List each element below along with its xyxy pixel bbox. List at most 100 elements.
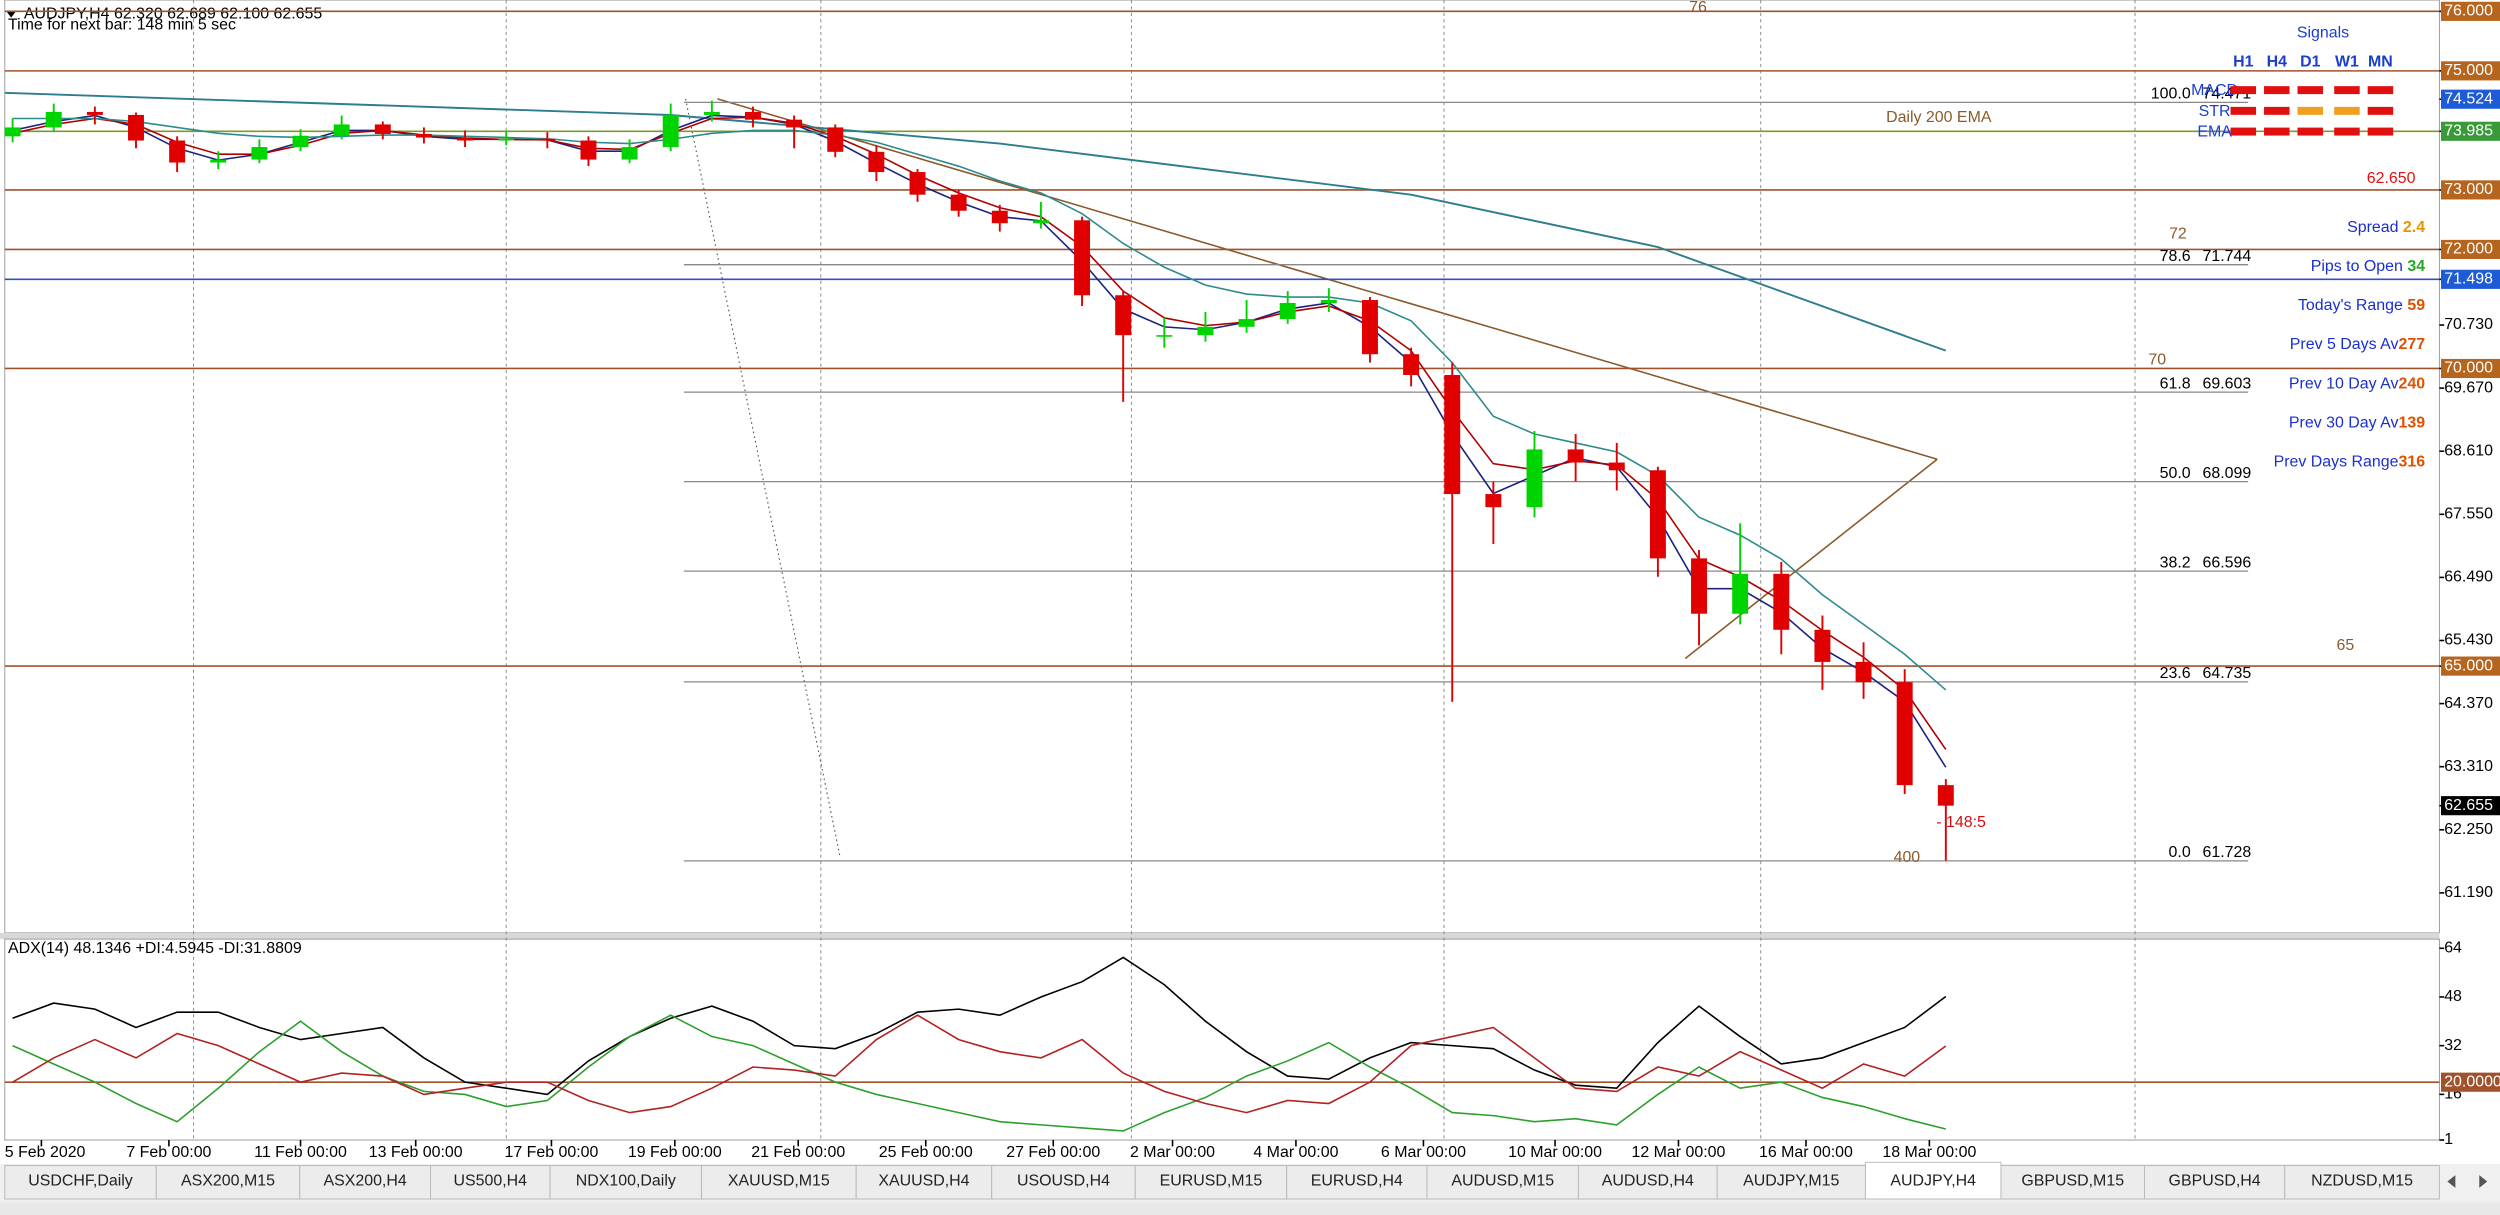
stat-label: Prev Days Range [2274, 454, 2399, 471]
y-tick-label: 48 [2444, 988, 2462, 1005]
tab-label[interactable]: EURUSD,M15 [1160, 1173, 1263, 1190]
tab-label[interactable]: XAUUSD,M15 [728, 1173, 830, 1190]
tab-label[interactable]: AUDUSD,H4 [1602, 1173, 1694, 1190]
tab-label[interactable]: ASX200,H4 [323, 1173, 406, 1190]
tab-label[interactable]: ASX200,M15 [181, 1173, 275, 1190]
fib-price: 66.596 [2203, 554, 2252, 571]
tab-label[interactable]: NDX100,Daily [576, 1173, 676, 1190]
fib-price: 64.735 [2203, 665, 2252, 682]
candle-body [868, 151, 885, 173]
tab-label[interactable]: GBPUSD,H4 [2169, 1173, 2261, 1190]
x-tick-label: 13 Feb 00:00 [369, 1144, 463, 1161]
stat-row: Prev 10 Day Av240 [2289, 375, 2425, 392]
candle-body [1197, 326, 1214, 336]
bar-timer: Time for next bar: 148 min 5 sec [8, 17, 236, 34]
tab-label[interactable]: AUDJPY,H4 [1890, 1173, 1976, 1190]
candle-body [210, 159, 227, 163]
signal-cell [2230, 127, 2257, 136]
stat-row: Prev 5 Days Av277 [2290, 336, 2425, 353]
tab[interactable] [1134, 1165, 1288, 1200]
tab[interactable] [2000, 1165, 2145, 1200]
y-tick-label: 65.000 [2444, 657, 2493, 674]
tab-label[interactable]: XAUUSD,H4 [878, 1173, 969, 1190]
tab[interactable] [701, 1165, 857, 1200]
tab-label[interactable]: USOUSD,H4 [1017, 1173, 1110, 1190]
candle-body [1238, 319, 1255, 327]
tab[interactable] [1577, 1165, 1718, 1200]
fib-price: 68.099 [2203, 465, 2252, 482]
y-tick-highlight [2441, 61, 2500, 81]
candle-body [1649, 470, 1666, 559]
tab[interactable] [1286, 1165, 1428, 1200]
tab[interactable] [991, 1165, 1136, 1200]
tab[interactable] [855, 1165, 993, 1200]
current-price: 62.650 [2367, 170, 2416, 187]
signal-cell [2230, 106, 2257, 115]
candle-body [333, 124, 350, 136]
y-tick-label: 64.370 [2444, 695, 2493, 712]
candle-body [1156, 335, 1173, 337]
candle-body [1814, 629, 1831, 662]
tab-label[interactable]: US500,H4 [454, 1173, 528, 1190]
tab-label[interactable]: NZDUSD,M15 [2311, 1173, 2413, 1190]
y-tick-label: 68.610 [2444, 442, 2493, 459]
indicator-frame [4, 938, 2440, 1141]
stat-label: Prev 30 Day Av [2289, 415, 2399, 432]
candle-body [251, 147, 268, 160]
tab[interactable] [2143, 1165, 2286, 1200]
candle-body [45, 111, 62, 128]
fib-level: 38.2 [2160, 554, 2191, 571]
y-tick-label: 70.730 [2444, 316, 2493, 333]
candle-body [1444, 375, 1461, 495]
y-tick-label: 62.250 [2444, 821, 2493, 838]
tab[interactable] [2284, 1165, 2440, 1200]
y-tick-highlight [2441, 269, 2500, 289]
stat-label: Prev 10 Day Av [2289, 375, 2399, 392]
y-tick-label: 62.655 [2444, 797, 2493, 814]
tab-label[interactable]: USDCHF,Daily [28, 1173, 133, 1190]
tab[interactable] [1716, 1165, 1866, 1200]
x-tick-label: 11 Feb 00:00 [254, 1144, 347, 1161]
signal-row-label: EMA [2197, 124, 2232, 141]
candle-body [1279, 303, 1296, 320]
tab[interactable] [299, 1165, 431, 1200]
y-tick-label: 72.000 [2444, 241, 2493, 258]
signal-column: MN [2368, 53, 2393, 70]
candle-body [1732, 573, 1749, 614]
tab-label[interactable]: AUDJPY,M15 [1743, 1173, 1839, 1190]
tab[interactable] [4, 1165, 157, 1200]
signal-row-label: STR [2199, 103, 2231, 120]
candle-body [1403, 354, 1420, 376]
signal-cell [2367, 106, 2394, 115]
fib-level: 100.0 [2151, 86, 2191, 103]
y-tick-label: 73.985 [2444, 122, 2493, 139]
x-tick-label: 12 Mar 00:00 [1632, 1144, 1726, 1161]
signal-cell [2230, 86, 2257, 95]
indicator-line [12, 1014, 1946, 1132]
y-tick-label: 67.550 [2444, 506, 2493, 523]
tab-label[interactable]: EURUSD,H4 [1311, 1173, 1403, 1190]
candle-body [703, 111, 720, 115]
stat-value: 2.4 [2403, 219, 2425, 236]
stat-value: 240 [2398, 375, 2425, 392]
level-label-bg [2441, 1072, 2500, 1092]
tab[interactable] [549, 1165, 703, 1200]
candle-body [1485, 494, 1502, 508]
fib-price: 69.603 [2203, 375, 2252, 392]
y-tick-highlight [2441, 796, 2500, 816]
candle-body [1773, 573, 1790, 630]
ema-200-line [4, 91, 1947, 352]
annotation: 70 [2148, 352, 2166, 369]
tab-label[interactable]: AUDUSD,M15 [1451, 1173, 1554, 1190]
x-tick-label: 25 Feb 00:00 [879, 1144, 973, 1161]
x-tick-label: 19 Feb 00:00 [628, 1144, 722, 1161]
candle-body [4, 127, 21, 137]
tab[interactable] [1864, 1161, 2002, 1200]
stat-row: Today's Range 59 [2298, 297, 2425, 314]
fib-level: 78.6 [2160, 248, 2191, 265]
candle-body [1115, 295, 1132, 336]
y-tick-highlight [2441, 239, 2500, 260]
tab-scroll-buttons[interactable] [2447, 1175, 2488, 1188]
tab-label[interactable]: GBPUSD,M15 [2021, 1173, 2124, 1190]
